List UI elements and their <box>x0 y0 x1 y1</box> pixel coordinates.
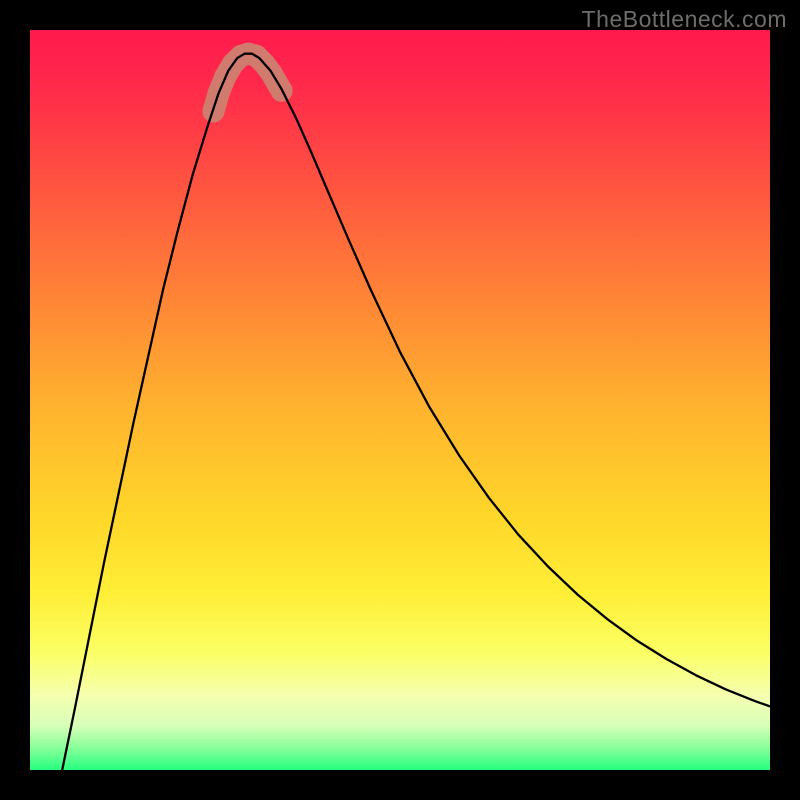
watermark-label: TheBottleneck.com <box>582 6 787 33</box>
chart-plot-area <box>30 30 770 770</box>
